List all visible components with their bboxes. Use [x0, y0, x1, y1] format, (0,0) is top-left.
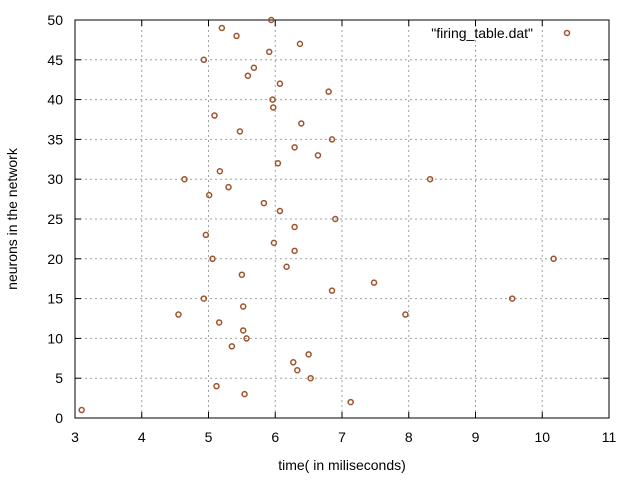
data-point: [269, 104, 277, 111]
data-point: [270, 239, 278, 247]
data-point: [294, 366, 301, 374]
x-tick-label: 3: [71, 429, 79, 445]
grid: [75, 20, 609, 418]
data-point: [233, 32, 240, 40]
y-tick-label: 40: [47, 92, 63, 108]
data-point: [250, 64, 258, 72]
x-tick-label: 9: [472, 429, 480, 445]
data-point: [276, 207, 284, 215]
y-tick-label: 5: [55, 370, 63, 386]
data-point: [426, 175, 434, 183]
data-point: [175, 311, 182, 318]
data-point: [216, 167, 224, 175]
data-point: [307, 374, 314, 382]
data-point: [296, 40, 304, 48]
data-point: [260, 199, 268, 207]
data-point: [228, 343, 236, 350]
data-point: [269, 96, 276, 103]
x-tick-label: 6: [271, 429, 279, 445]
legend-marker: [563, 29, 571, 37]
data-point: [314, 152, 322, 159]
data-point: [239, 303, 247, 310]
x-tick-label: 10: [534, 429, 550, 445]
y-tick-label: 35: [47, 131, 63, 147]
data-point: [202, 231, 210, 239]
data-point: [328, 287, 336, 294]
y-tick-label: 25: [47, 211, 63, 227]
y-tick-label: 50: [47, 12, 63, 28]
y-tick-label: 15: [47, 291, 63, 307]
data-point: [181, 175, 188, 183]
data-point: [209, 255, 216, 263]
data-point: [291, 247, 298, 255]
data-point: [402, 311, 409, 318]
data-point: [283, 263, 290, 271]
legend: "firing_table.dat": [431, 25, 571, 41]
data-point: [508, 295, 516, 302]
data-point: [78, 406, 85, 414]
data-point: [265, 48, 273, 56]
y-tick-label: 45: [47, 52, 63, 68]
data-point: [244, 72, 252, 79]
y-tick-label: 30: [47, 171, 63, 187]
data-point: [211, 112, 218, 119]
data-point: [328, 136, 336, 143]
data-point: [200, 56, 208, 64]
x-axis-label: time( in miliseconds): [278, 457, 406, 473]
data-point: [325, 88, 332, 95]
data-point: [276, 80, 284, 87]
data-point: [274, 160, 282, 167]
x-tick-label: 8: [405, 429, 413, 445]
data-point: [239, 327, 247, 334]
legend-label: "firing_table.dat": [431, 25, 533, 41]
data-point: [238, 271, 246, 278]
data-points: [78, 16, 557, 414]
data-point: [305, 351, 312, 358]
data-point: [290, 359, 297, 366]
data-point: [200, 295, 208, 302]
data-point: [215, 319, 223, 326]
data-point: [291, 144, 298, 151]
data-point: [241, 390, 248, 398]
data-point: [218, 24, 226, 32]
data-point: [550, 255, 557, 263]
data-point: [243, 335, 250, 342]
data-point: [298, 120, 305, 127]
data-point: [332, 215, 339, 223]
data-point: [347, 398, 354, 406]
y-axis-label: neurons in the network: [4, 147, 20, 290]
data-point: [291, 223, 298, 231]
x-tick-label: 11: [602, 429, 617, 445]
y-tick-label: 20: [47, 251, 63, 267]
data-point: [267, 16, 275, 24]
x-tick-label: 5: [205, 429, 213, 445]
y-tick-label: 10: [47, 330, 63, 346]
x-tick-label: 4: [138, 429, 146, 445]
x-tick-label: 7: [338, 429, 346, 445]
y-tick-label: 0: [55, 410, 63, 426]
data-point: [370, 279, 378, 286]
data-point: [205, 191, 213, 199]
data-point: [213, 382, 220, 390]
data-point: [225, 183, 232, 191]
data-point: [236, 128, 244, 135]
